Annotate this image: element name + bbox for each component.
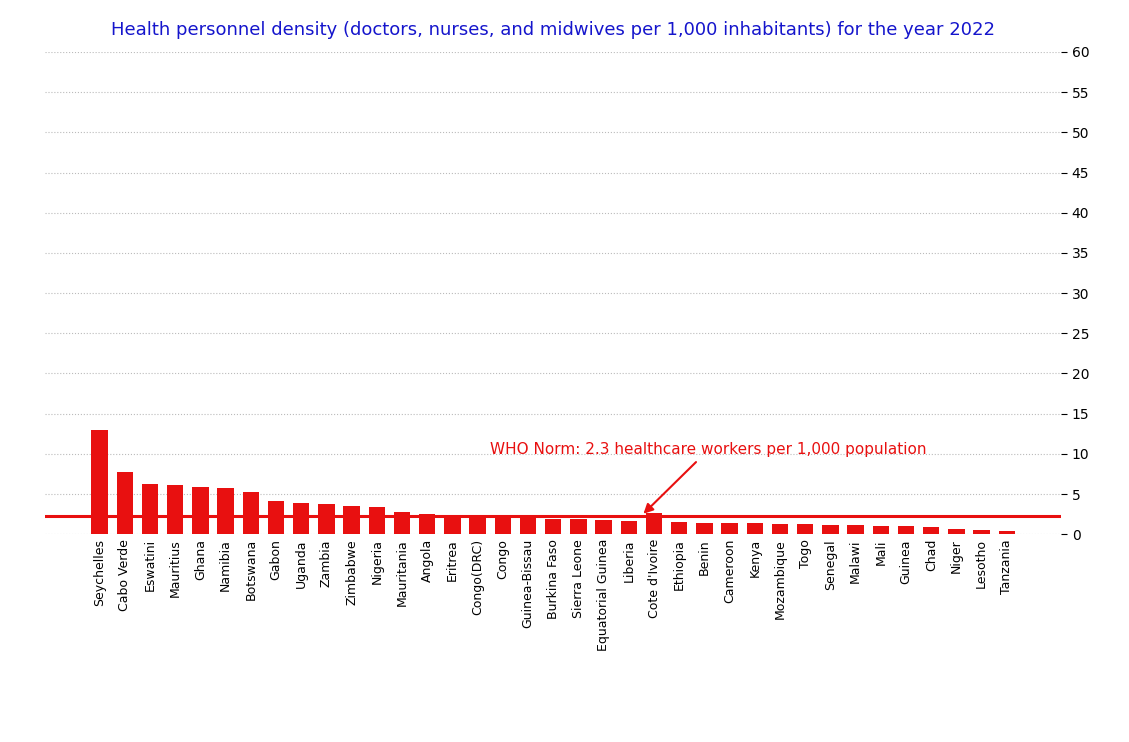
- Bar: [999, 531, 1015, 534]
- Bar: [444, 516, 461, 534]
- Bar: [419, 514, 436, 534]
- Bar: [746, 523, 763, 534]
- Bar: [495, 517, 511, 534]
- Bar: [848, 525, 864, 534]
- Bar: [621, 521, 637, 534]
- Bar: [948, 528, 964, 534]
- Text: WHO Norm: 2.3 healthcare workers per 1,000 population: WHO Norm: 2.3 healthcare workers per 1,0…: [490, 442, 927, 512]
- Bar: [218, 487, 234, 534]
- Bar: [772, 524, 788, 534]
- Bar: [91, 430, 107, 534]
- Bar: [545, 519, 561, 534]
- Bar: [697, 522, 712, 534]
- Bar: [822, 525, 839, 534]
- Bar: [973, 531, 990, 534]
- Bar: [570, 519, 587, 534]
- Bar: [873, 526, 889, 534]
- Bar: [671, 522, 688, 534]
- Bar: [394, 512, 410, 534]
- Bar: [142, 484, 158, 534]
- Bar: [318, 505, 334, 534]
- Bar: [294, 503, 309, 534]
- Title: Health personnel density (doctors, nurses, and midwives per 1,000 inhabitants) f: Health personnel density (doctors, nurse…: [112, 22, 995, 39]
- Bar: [646, 513, 663, 534]
- Bar: [243, 492, 259, 534]
- Bar: [797, 524, 813, 534]
- Bar: [519, 518, 536, 534]
- Bar: [368, 507, 385, 534]
- Bar: [595, 519, 612, 534]
- Bar: [268, 502, 285, 534]
- Bar: [167, 485, 183, 534]
- Bar: [924, 527, 939, 534]
- Bar: [721, 523, 738, 534]
- Bar: [192, 487, 209, 534]
- Bar: [343, 506, 360, 534]
- Bar: [470, 516, 485, 534]
- Bar: [116, 472, 133, 534]
- Bar: [898, 526, 914, 534]
